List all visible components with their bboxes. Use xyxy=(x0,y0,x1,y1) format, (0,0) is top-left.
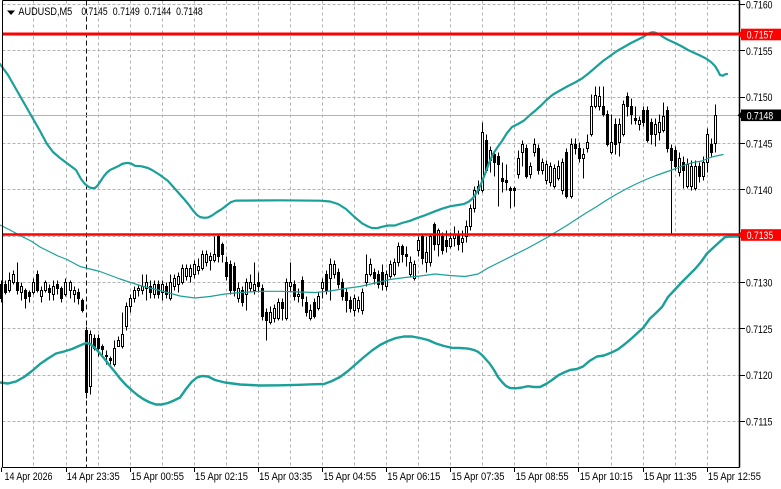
svg-text:0.7148: 0.7148 xyxy=(747,110,774,122)
svg-text:0.7130: 0.7130 xyxy=(746,278,773,290)
svg-text:15 Apr 02:15: 15 Apr 02:15 xyxy=(195,471,248,483)
svg-text:15 Apr 12:55: 15 Apr 12:55 xyxy=(708,471,761,483)
svg-text:0.7145: 0.7145 xyxy=(746,139,773,151)
svg-text:0.7120: 0.7120 xyxy=(746,370,773,382)
svg-text:AUDUSD,M5: AUDUSD,M5 xyxy=(18,6,72,18)
svg-text:0.7140: 0.7140 xyxy=(746,185,773,197)
svg-text:0.7145: 0.7145 xyxy=(81,6,107,18)
svg-text:0.7155: 0.7155 xyxy=(746,46,773,58)
svg-text:0.7125: 0.7125 xyxy=(746,324,773,336)
svg-text:15 Apr 08:55: 15 Apr 08:55 xyxy=(516,471,569,483)
svg-text:14 Apr 2026: 14 Apr 2026 xyxy=(5,471,53,483)
svg-text:15 Apr 00:55: 15 Apr 00:55 xyxy=(131,471,184,483)
svg-text:0.7157: 0.7157 xyxy=(747,30,774,42)
svg-text:0.7144: 0.7144 xyxy=(144,6,171,18)
svg-text:0.7115: 0.7115 xyxy=(746,417,773,429)
svg-text:15 Apr 06:15: 15 Apr 06:15 xyxy=(387,471,440,483)
svg-text:15 Apr 07:35: 15 Apr 07:35 xyxy=(451,471,504,483)
svg-text:0.7135: 0.7135 xyxy=(747,230,774,242)
svg-text:14 Apr 23:35: 14 Apr 23:35 xyxy=(67,471,120,483)
svg-text:15 Apr 03:35: 15 Apr 03:35 xyxy=(259,471,312,483)
svg-text:0.7148: 0.7148 xyxy=(176,6,203,18)
svg-text:15 Apr 11:35: 15 Apr 11:35 xyxy=(644,471,697,483)
svg-text:15 Apr 10:15: 15 Apr 10:15 xyxy=(580,471,633,483)
svg-text:0.7160: 0.7160 xyxy=(746,0,773,12)
svg-text:15 Apr 04:55: 15 Apr 04:55 xyxy=(323,471,376,483)
svg-text:0.7150: 0.7150 xyxy=(746,92,773,104)
svg-text:0.7149: 0.7149 xyxy=(113,6,140,18)
